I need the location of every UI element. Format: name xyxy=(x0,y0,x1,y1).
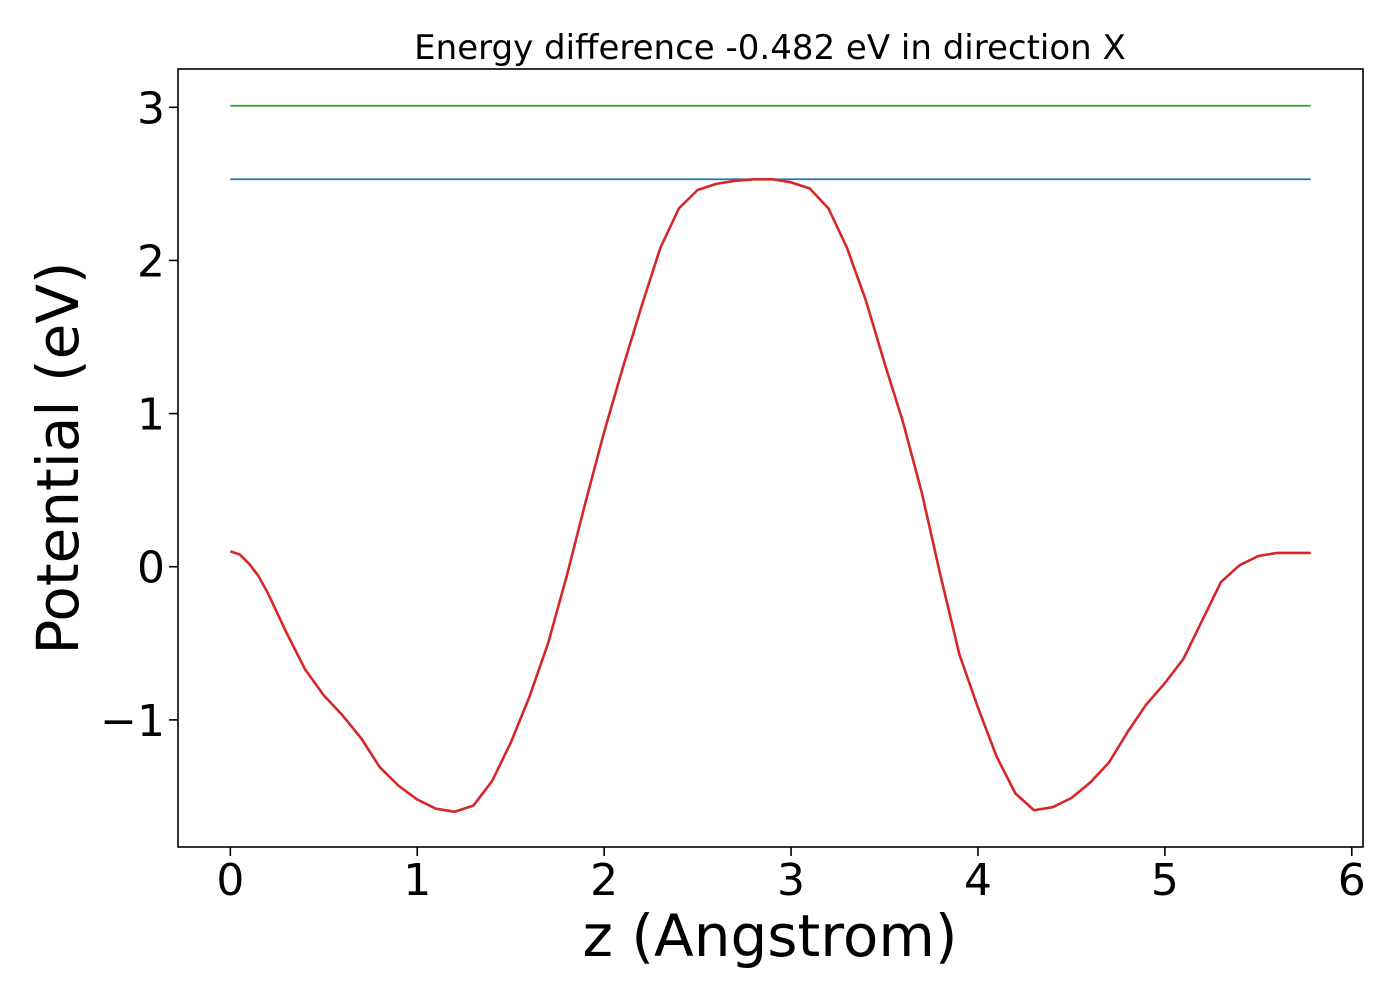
x-tick-label: 4 xyxy=(964,855,992,906)
y-tick-label: −1 xyxy=(100,696,165,747)
x-axis-label: z (Angstrom) xyxy=(582,902,958,970)
x-tick-label: 1 xyxy=(403,855,431,906)
x-tick-label: 3 xyxy=(777,855,805,906)
x-tick-label: 5 xyxy=(1151,855,1179,906)
y-tick-label: 3 xyxy=(137,83,165,134)
y-axis: −1 0 1 2 3 xyxy=(100,83,178,747)
chart-title: Energy difference -0.482 eV in direction… xyxy=(414,28,1126,68)
y-tick-label: 2 xyxy=(137,236,165,287)
x-tick-label: 6 xyxy=(1338,855,1366,906)
series-red-potential-curve xyxy=(229,177,1311,814)
x-axis: 0 1 2 3 4 5 6 xyxy=(216,847,1366,906)
x-tick-label: 2 xyxy=(590,855,618,906)
x-tick-label: 0 xyxy=(216,855,244,906)
y-tick-label: 0 xyxy=(137,543,165,594)
series-layer xyxy=(229,104,1311,814)
y-tick-label: 1 xyxy=(137,390,165,441)
plot-frame xyxy=(177,68,1364,848)
